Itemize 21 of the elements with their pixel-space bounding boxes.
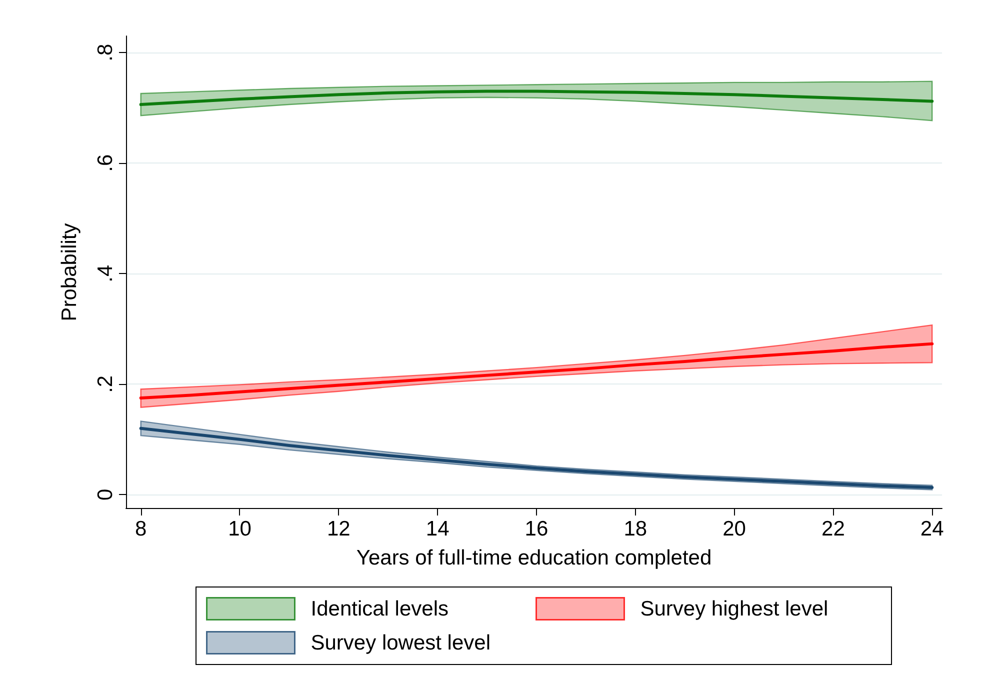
line-series	[139, 342, 934, 400]
y-axis-title: Probability	[58, 222, 81, 322]
x-tick-label: 14	[426, 518, 450, 540]
y-tick-label: .2	[94, 375, 117, 393]
y-tick-label: 0	[94, 488, 117, 501]
x-tick-label: 24	[920, 518, 944, 540]
y-tick-label: .6	[94, 154, 117, 172]
legend-label: Survey lowest level	[310, 631, 490, 654]
y-tick-label: .4	[94, 264, 117, 282]
legend-label: Survey highest level	[640, 597, 828, 620]
legend-label: Identical levels	[310, 597, 448, 620]
line-series	[139, 90, 934, 106]
x-axis-title: Years of full-time education completed	[356, 546, 712, 570]
x-tick-label: 12	[326, 518, 350, 540]
x-tick-label: 22	[822, 518, 845, 540]
x-tick-label: 10	[228, 518, 252, 540]
x-tick-label: 18	[624, 518, 648, 540]
x-tick-label: 20	[722, 518, 746, 540]
x-tick-label: 8	[134, 518, 147, 540]
y-tick-label: .8	[94, 44, 117, 62]
x-tick-label: 16	[524, 518, 548, 540]
